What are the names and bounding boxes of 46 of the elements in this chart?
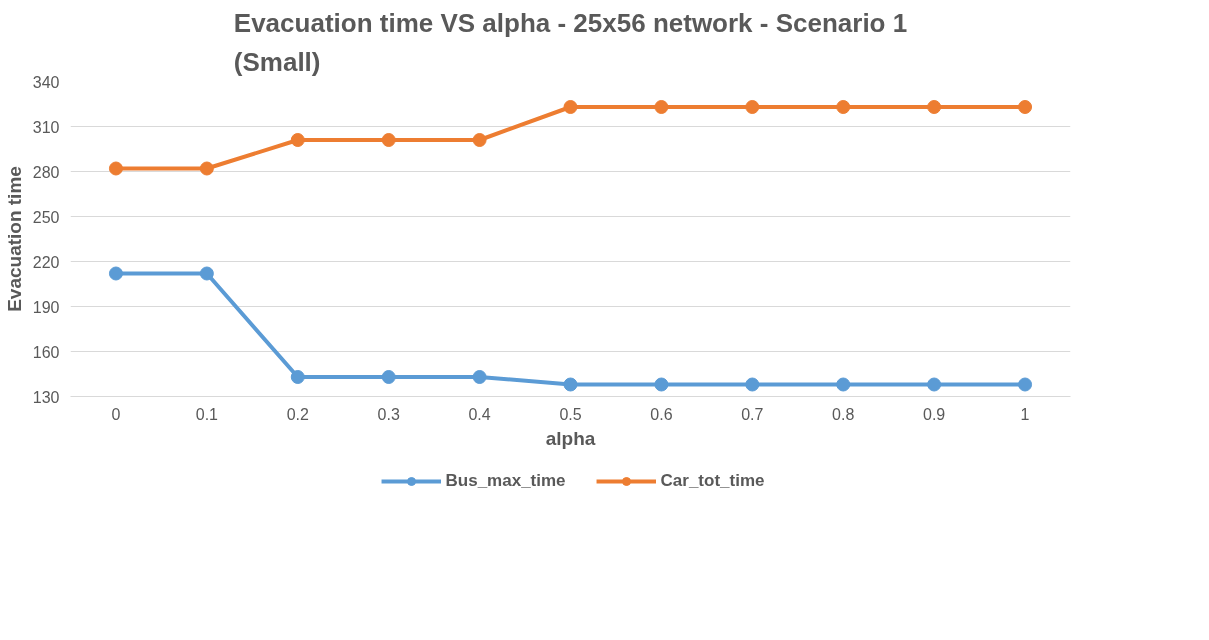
point	[654, 100, 669, 114]
point	[290, 133, 305, 147]
point	[199, 161, 214, 176]
y-tick-label: 130	[32, 388, 60, 406]
point	[563, 100, 578, 114]
point	[381, 370, 396, 384]
point	[472, 370, 487, 384]
y-axis-title: Evacuation time	[3, 166, 25, 312]
x-axis-title: alpha	[545, 427, 596, 449]
point	[472, 133, 487, 147]
y-tick-label: 250	[32, 208, 60, 226]
y-tick-label: 160	[32, 343, 60, 361]
point	[927, 377, 942, 392]
point	[1018, 100, 1033, 114]
point	[1018, 377, 1033, 392]
y-tick-label: 220	[32, 253, 60, 271]
point	[927, 100, 942, 114]
point	[836, 100, 851, 114]
y-tick-label: 190	[32, 298, 60, 316]
x-tick-label: 0.5	[559, 405, 582, 423]
y-tick-label: 340	[32, 73, 60, 91]
legend-label: Car_tot_time	[660, 471, 765, 491]
x-tick-label: 0	[111, 405, 121, 423]
y-tick-label: 280	[32, 163, 60, 181]
x-tick-label: 0.3	[377, 405, 400, 423]
point	[381, 133, 396, 147]
point	[563, 377, 578, 392]
x-tick-label: 0.9	[923, 405, 946, 423]
point	[745, 377, 760, 392]
x-tick-label: 0.7	[741, 405, 764, 423]
x-tick-label: 0.1	[195, 405, 219, 423]
x-tick-label: 0.4	[468, 405, 491, 423]
point	[108, 161, 123, 176]
x-tick-label: 1	[1020, 405, 1030, 423]
legend-label: Bus_max_time	[445, 471, 566, 491]
chart-title: Evacuation time VS alpha - 25x56 network - Scenario 1 (Small)	[233, 7, 908, 77]
x-tick-label: 0.6	[650, 405, 673, 423]
point	[290, 370, 305, 384]
point	[108, 266, 123, 281]
point	[654, 377, 669, 392]
point	[836, 377, 851, 392]
x-tick-label: 0.2	[286, 405, 309, 423]
point	[199, 266, 214, 281]
point	[745, 100, 760, 114]
x-tick-label: 0.8	[832, 405, 855, 423]
y-tick-label: 310	[32, 118, 60, 136]
